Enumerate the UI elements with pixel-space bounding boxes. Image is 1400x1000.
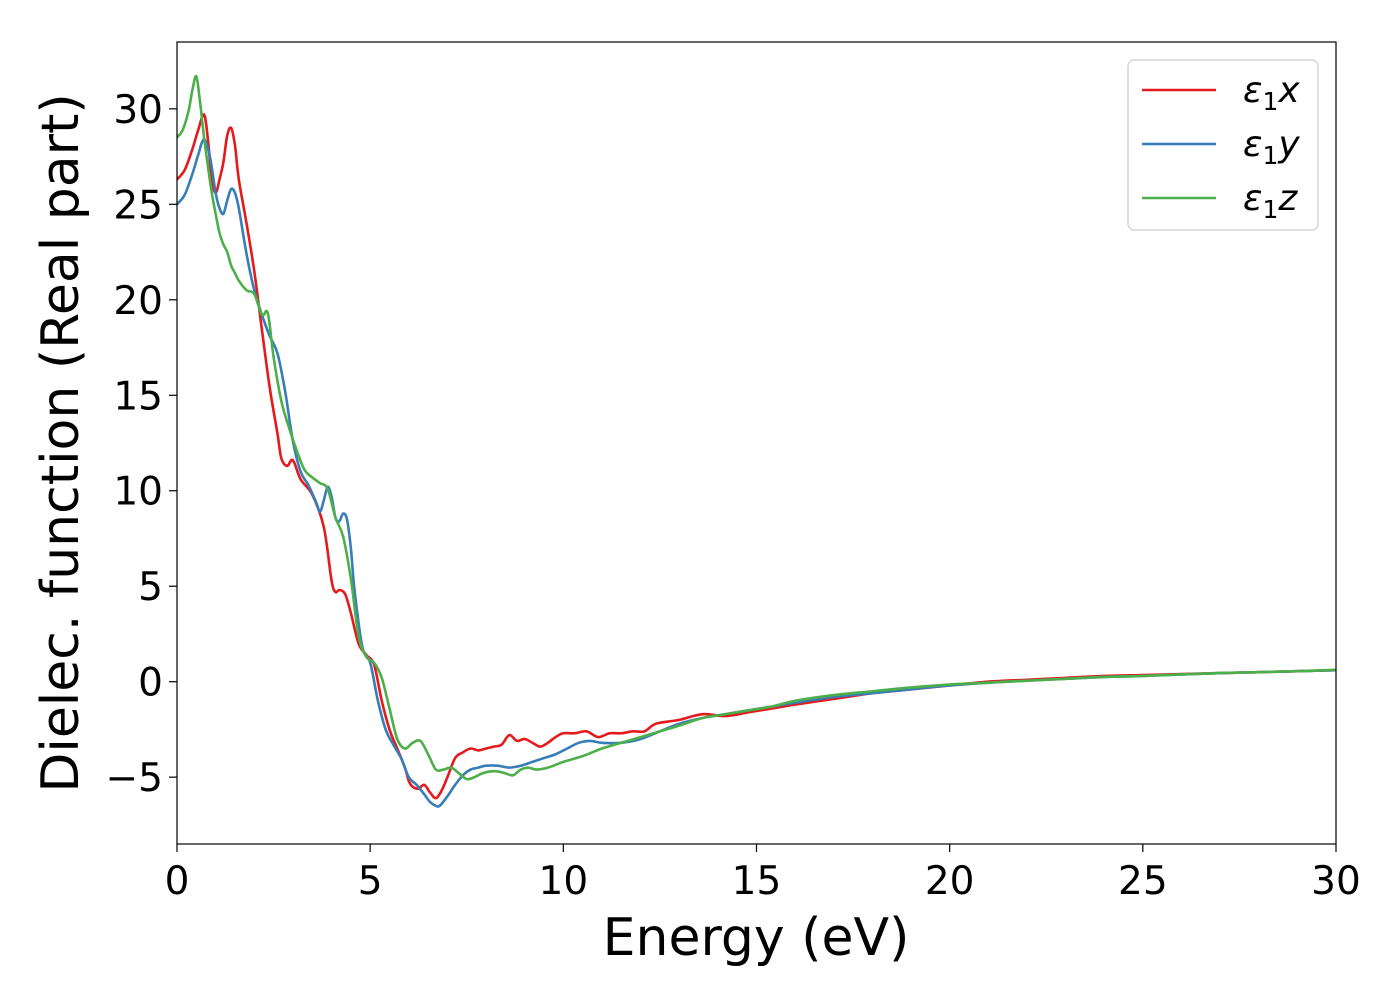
x-tick-label: 20 [925, 859, 975, 904]
x-tick-label: 0 [165, 859, 190, 904]
x-tick-label: 10 [539, 859, 589, 904]
series-line-y [177, 138, 1336, 808]
y-tick-label: 20 [113, 279, 163, 324]
x-tick-label: 5 [358, 859, 383, 904]
y-tick-label: 15 [113, 374, 163, 419]
y-tick-label: 25 [113, 183, 163, 228]
y-tick-label: 10 [113, 470, 163, 515]
y-tick-label: 30 [113, 88, 163, 133]
x-axis-ticks: 0 5 10 15 20 25 30 [165, 844, 1361, 904]
y-tick-label: 0 [138, 661, 163, 706]
y-axis-ticks: −5 0 5 10 15 20 25 30 [106, 88, 177, 801]
y-tick-label: −5 [106, 756, 164, 801]
series-line-x [177, 113, 1336, 800]
legend-label-x: ε1x [1243, 70, 1300, 116]
legend-entries: ε1x ε1y ε1z [1142, 70, 1300, 224]
x-axis-title: Energy (eV) [603, 908, 910, 968]
y-axis-title: Dielec. function (Real part) [31, 93, 91, 792]
legend-label-z: ε1z [1243, 178, 1298, 224]
series-line-z [177, 74, 1336, 781]
legend-label-y: ε1y [1243, 124, 1300, 170]
legend: ε1x ε1y ε1z [1127, 59, 1319, 231]
x-tick-label: 15 [732, 859, 782, 904]
x-tick-label: 25 [1118, 859, 1168, 904]
series-layer [177, 74, 1336, 808]
y-tick-label: 5 [138, 565, 163, 610]
legend-box [1127, 59, 1319, 231]
x-tick-label: 30 [1311, 859, 1361, 904]
